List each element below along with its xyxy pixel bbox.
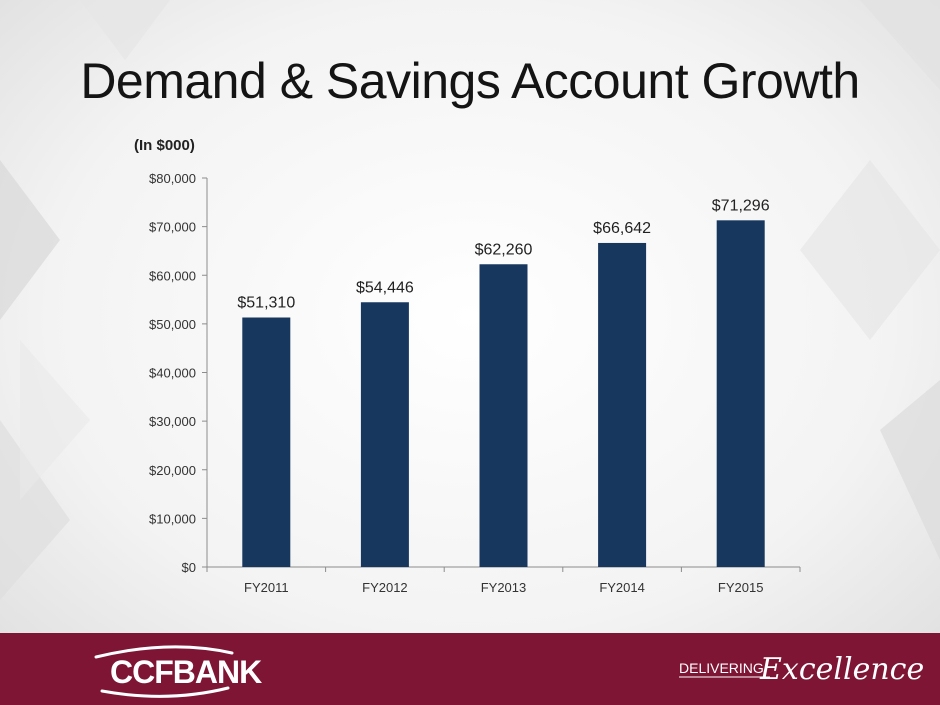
y-tick-label: $60,000: [149, 268, 196, 283]
unit-note: (In $000): [134, 137, 195, 154]
data-label: $54,446: [356, 279, 414, 296]
x-tick-label: FY2015: [718, 580, 764, 595]
y-tick-label: $10,000: [149, 511, 196, 526]
tagline-prefix: DELIVERING: [679, 660, 764, 676]
tagline: DELIVERING Excellence: [679, 652, 924, 687]
bar-fy2013: [479, 264, 528, 567]
chart-labels: $51,310 $54,446 $62,260 $66,642 $71,296: [237, 197, 769, 311]
bar-fy2011: [242, 317, 291, 567]
bar-fy2012: [360, 302, 409, 567]
data-label: $71,296: [712, 197, 770, 214]
x-tick-label: FY2014: [599, 580, 645, 595]
bar-chart: $0 $10,000 $20,000 $30,000 $40,000 $50,000 $60…: [149, 171, 801, 595]
y-tick-label: $40,000: [149, 366, 196, 381]
y-tick-label: $20,000: [149, 463, 196, 478]
y-tick-label: $70,000: [149, 220, 196, 235]
bar-fy2015: [716, 220, 765, 568]
y-tick-label: $80,000: [149, 171, 196, 186]
data-label: $51,310: [237, 295, 295, 312]
y-tick-label: $30,000: [149, 414, 196, 429]
data-label: $62,260: [475, 241, 533, 258]
footer-bar: [0, 633, 940, 705]
x-tick-label: FY2012: [362, 580, 408, 595]
x-tick-label: FY2013: [481, 580, 527, 595]
tagline-script: Excellence: [759, 652, 924, 687]
y-tick-label: $50,000: [149, 317, 196, 332]
logo-text: CCFBANK: [110, 654, 262, 690]
chart-bars: [242, 220, 765, 568]
y-tick-label: $0: [182, 560, 196, 575]
slide-title: Demand & Savings Account Growth: [80, 53, 860, 109]
x-tick-label: FY2011: [244, 580, 289, 595]
data-label: $66,642: [593, 220, 651, 237]
bar-fy2014: [598, 242, 647, 567]
ccf-bank-logo: CCFBANK: [94, 645, 263, 698]
